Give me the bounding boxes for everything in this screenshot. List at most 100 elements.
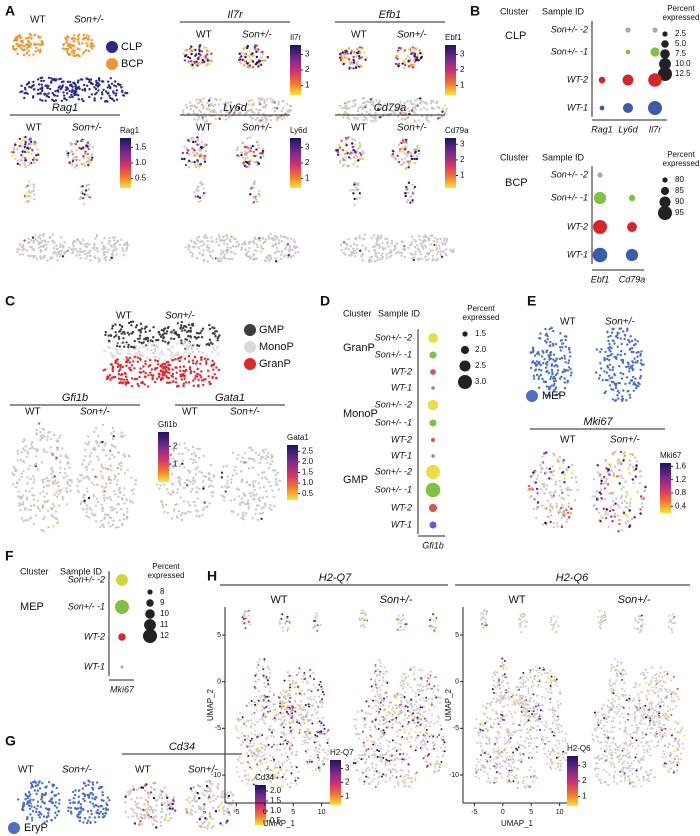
cell <box>70 93 73 97</box>
cell <box>292 254 295 257</box>
cell <box>16 459 19 462</box>
cell <box>166 342 170 345</box>
cell <box>124 372 127 376</box>
cell <box>78 87 81 91</box>
cell <box>165 332 168 335</box>
cell <box>82 38 86 41</box>
cell <box>101 812 105 816</box>
cell <box>284 247 287 250</box>
cell <box>349 66 353 70</box>
cell <box>84 146 88 149</box>
cell <box>441 243 445 246</box>
cell <box>187 360 191 363</box>
cell <box>275 119 278 122</box>
cell <box>370 115 373 118</box>
cell <box>306 741 309 744</box>
cell <box>107 521 110 525</box>
cell <box>355 55 358 58</box>
cell <box>625 399 628 402</box>
cell <box>257 48 260 51</box>
cell <box>107 248 110 251</box>
cell <box>101 93 104 96</box>
cell <box>262 471 266 474</box>
cell <box>101 509 104 513</box>
cell <box>165 503 168 507</box>
cell <box>137 806 140 809</box>
cell <box>161 807 164 811</box>
cell <box>42 793 45 797</box>
cell <box>639 352 642 356</box>
cell <box>212 110 216 114</box>
cell <box>252 200 256 204</box>
cell <box>82 83 86 87</box>
cell <box>341 164 345 167</box>
cell <box>176 491 179 494</box>
cell <box>553 360 556 363</box>
cell <box>102 496 106 500</box>
cell <box>561 342 564 345</box>
cell <box>129 320 133 324</box>
cell <box>157 372 160 375</box>
cell <box>638 481 642 485</box>
cell <box>608 377 612 380</box>
cell <box>269 754 271 757</box>
cell <box>173 444 177 447</box>
cell <box>208 790 211 793</box>
cell <box>120 465 123 468</box>
cell <box>624 506 627 509</box>
cell <box>411 46 414 49</box>
cell <box>279 711 282 714</box>
cell <box>65 474 68 478</box>
cell <box>556 372 559 375</box>
cell <box>12 151 15 154</box>
cell <box>558 494 561 497</box>
cell <box>166 488 169 491</box>
cell <box>249 719 252 722</box>
cell <box>254 729 257 732</box>
cell <box>400 110 403 113</box>
cell <box>624 382 627 386</box>
cell <box>264 238 267 241</box>
cell <box>418 257 421 260</box>
cell <box>377 104 380 107</box>
cell <box>94 821 97 824</box>
cell <box>40 528 43 532</box>
cell <box>600 348 603 351</box>
cell <box>158 796 161 799</box>
cell <box>532 377 536 380</box>
cell <box>567 366 571 369</box>
cell <box>176 342 179 346</box>
cell <box>63 472 67 475</box>
cell <box>85 37 88 40</box>
cell <box>402 141 406 144</box>
cell <box>560 489 563 492</box>
cell <box>43 92 46 95</box>
cell <box>245 161 248 164</box>
cell <box>222 495 225 498</box>
cell <box>39 509 42 513</box>
cell <box>42 79 45 83</box>
cell <box>196 791 199 795</box>
cell <box>642 497 645 500</box>
cell <box>80 500 83 503</box>
cell <box>114 331 117 334</box>
cell <box>25 91 28 95</box>
cell <box>203 826 207 829</box>
cell <box>196 195 200 198</box>
cell <box>215 240 218 244</box>
cell <box>189 326 192 330</box>
cell <box>94 237 97 240</box>
cell <box>630 366 634 370</box>
cell <box>344 156 347 159</box>
cell <box>226 243 229 246</box>
cell <box>162 336 165 340</box>
cell <box>363 97 366 100</box>
cell <box>212 363 215 367</box>
cell <box>165 381 169 384</box>
cell <box>404 188 407 191</box>
cell <box>76 484 79 488</box>
cell <box>159 820 162 824</box>
cell <box>611 368 614 372</box>
cell <box>193 370 196 373</box>
cell <box>280 753 283 756</box>
